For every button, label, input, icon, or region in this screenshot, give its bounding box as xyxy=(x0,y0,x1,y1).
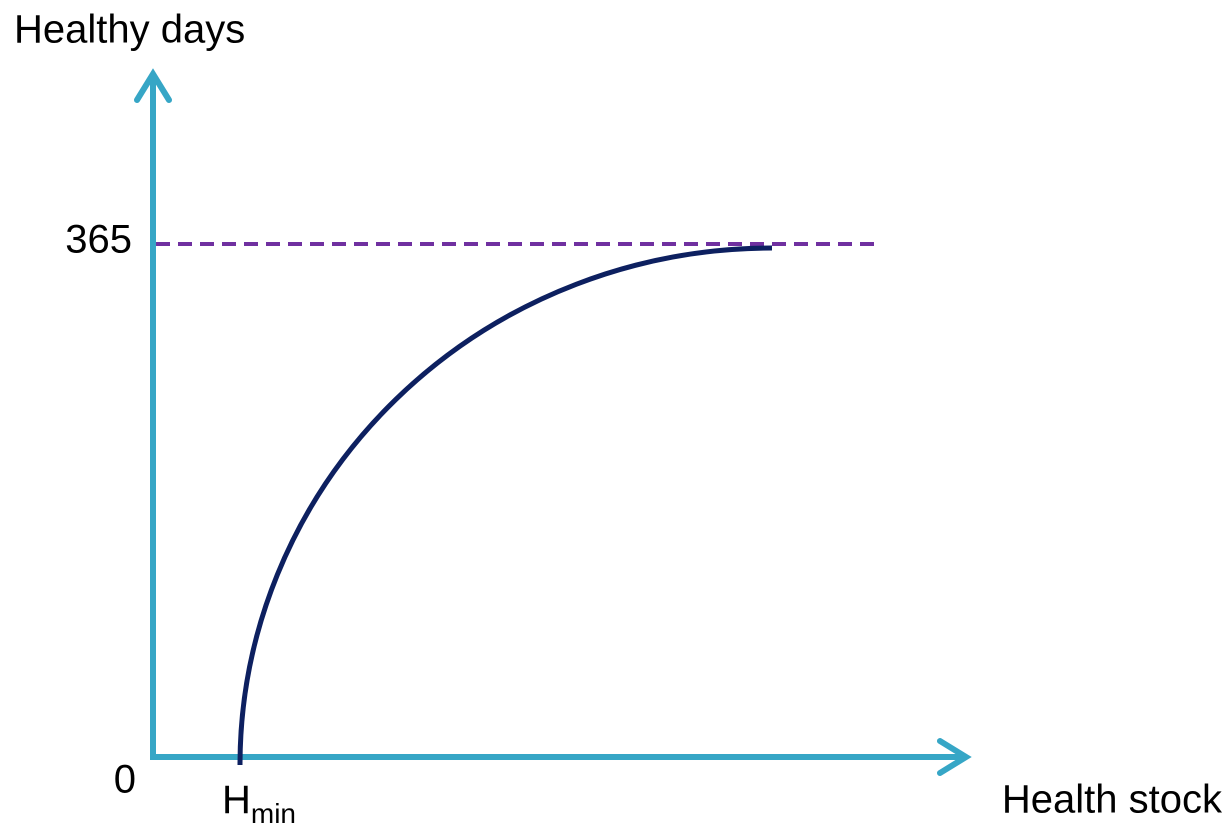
y-axis-label: Healthy days xyxy=(14,8,245,52)
x-marker-subscript: min xyxy=(251,798,296,829)
y-tick-label: 0 xyxy=(114,758,136,802)
x-axis-label: Health stock xyxy=(1002,778,1223,822)
x-marker-label: Hmin xyxy=(222,778,296,830)
x-axis-arrow xyxy=(937,738,972,776)
x-marker-base: H xyxy=(222,778,251,822)
y-tick-label: 365 xyxy=(65,218,132,262)
y-axis-arrow xyxy=(134,68,172,103)
curve xyxy=(237,245,773,766)
